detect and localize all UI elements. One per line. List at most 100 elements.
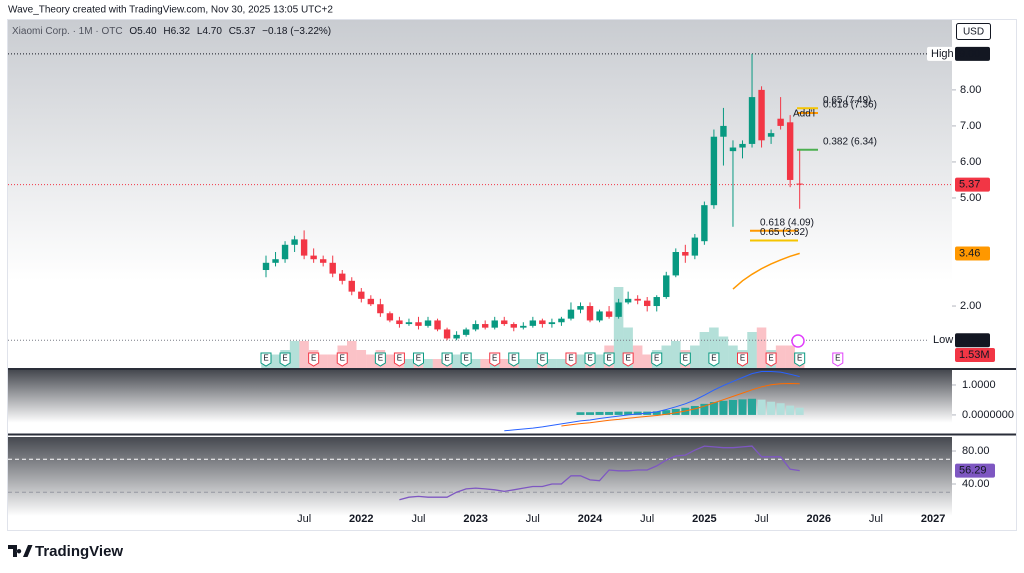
earnings-icon: [536, 352, 548, 367]
moving-average: [732, 252, 800, 290]
candle-body: [434, 320, 441, 330]
earnings-icon: [393, 352, 405, 367]
macd-histogram: [586, 412, 595, 415]
candle-body: [558, 318, 565, 323]
candle-body: [510, 324, 517, 328]
earnings-icon: [622, 352, 634, 367]
price-pane: [8, 20, 952, 368]
volume-bar: [356, 350, 367, 368]
candle-body: [586, 306, 594, 321]
candle-body: [567, 309, 575, 319]
annotation: Add'l: [793, 109, 815, 120]
earnings-icon: [441, 352, 453, 367]
earnings-label: E: [587, 354, 592, 363]
x-tick-label: 2023: [463, 513, 487, 525]
candle-body: [348, 280, 355, 292]
candle-body: [462, 329, 470, 335]
candle-body: [691, 237, 699, 256]
earnings-icon: [765, 352, 777, 367]
volume-bar: [347, 341, 357, 368]
candle-body: [520, 325, 527, 328]
candle-body: [396, 320, 403, 325]
candle-body: [653, 297, 660, 307]
high-value-bg: [955, 46, 990, 61]
earnings-label: E: [340, 354, 345, 363]
candle-body: [624, 298, 632, 303]
candle-body: [644, 300, 651, 307]
legend-value: 5.40: [137, 26, 157, 37]
candle-body: [710, 136, 718, 206]
legend-change: −0.18 (−3.22%): [262, 26, 331, 37]
macd-histogram: [652, 411, 661, 415]
currency[interactable]: USD: [963, 27, 984, 38]
candle-body: [634, 298, 641, 301]
macd-histogram: [728, 399, 737, 415]
x-tick-label: Jul: [640, 513, 654, 525]
y-tick-label: 8.00: [960, 84, 981, 96]
last-price: 5.37: [959, 179, 980, 191]
x-tick-label: 2024: [578, 513, 603, 525]
volume-bar: [385, 354, 395, 368]
earnings-label: E: [683, 354, 688, 363]
earnings-icon: [412, 352, 424, 367]
logo-mark: [8, 545, 33, 557]
legend-value: 4.70: [202, 26, 222, 37]
candle-body: [300, 239, 308, 256]
volume-bar: [318, 354, 328, 368]
currency-box[interactable]: [956, 23, 991, 40]
low-key: Low: [933, 334, 953, 346]
earnings-icon: [794, 352, 806, 367]
fib-label: 0.65 (3.82): [760, 227, 808, 238]
earnings-label: E: [492, 354, 497, 363]
rsi-pane: [8, 437, 952, 530]
volume-bar: [728, 345, 738, 368]
low-value-bg: [955, 333, 990, 348]
y-tick-label: 1.0000: [962, 379, 996, 391]
fib-label: 0.65 (7.49): [823, 95, 871, 106]
candle-body: [472, 324, 479, 330]
x-tick-label: Jul: [755, 513, 769, 525]
macd-histogram: [614, 411, 623, 415]
candle-body: [453, 334, 460, 339]
rsi-value-bg: [955, 463, 995, 478]
earnings-label: E: [654, 354, 659, 363]
y-tick-label: 80.00: [962, 445, 990, 457]
macd-histogram: [633, 411, 642, 415]
earnings-icon: [508, 352, 520, 367]
volume-bar: [775, 345, 786, 368]
volume-bar: [632, 345, 643, 368]
high-key-bg: [927, 46, 955, 61]
volume-bar: [480, 359, 490, 368]
earnings-label: E: [511, 354, 516, 363]
legend: Xiaomi Corp. · 1M · OTC O5.40 H6.32 L4.7…: [12, 26, 331, 37]
candle-body: [358, 291, 365, 299]
macd-histogram: [767, 401, 776, 415]
earnings-label: E: [835, 354, 840, 363]
candle-body: [596, 311, 603, 321]
earnings-icon: [336, 352, 348, 367]
low-value: 1.05: [959, 334, 980, 346]
ma-value: 3.46: [959, 247, 980, 259]
earnings-icon: [679, 352, 691, 367]
candle-body: [319, 259, 327, 263]
volume-bar: [594, 354, 605, 368]
volume-bar: [528, 359, 538, 368]
candle-body: [605, 311, 613, 317]
candle-body: [739, 143, 746, 148]
x-tick-label: Jul: [869, 513, 883, 525]
earnings-label: E: [463, 354, 468, 363]
x-tick-label: Jul: [297, 513, 311, 525]
volume-bar: [289, 341, 300, 368]
volume-bar: [327, 354, 338, 368]
macd-line: [504, 371, 800, 432]
candle-body: [767, 133, 775, 137]
volume-bar: [518, 359, 529, 368]
candle-body: [577, 306, 584, 310]
volume-bar: [299, 341, 309, 368]
candle-body: [367, 298, 375, 305]
candle-body: [701, 205, 708, 242]
volume-bar: [785, 345, 795, 368]
earnings-label: E: [378, 354, 383, 363]
